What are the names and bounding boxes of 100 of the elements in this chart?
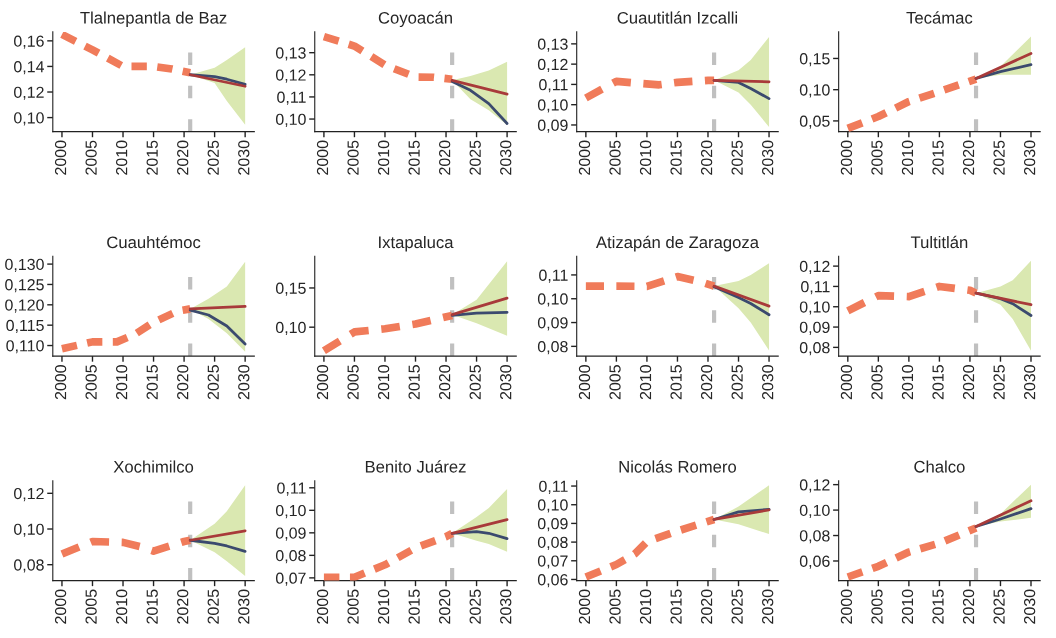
chart-title: Nicolás Romero (619, 460, 737, 473)
x-tick-label: 2005 (871, 365, 883, 400)
x-tick-label: 2020 (962, 365, 975, 400)
x-tick-label: 2010 (377, 140, 390, 175)
y-tick-label: 0,10 (275, 113, 306, 127)
x-tick-label: 2010 (639, 365, 652, 400)
x-tick-label: 2030 (238, 589, 250, 624)
y-tick-label: 0,11 (277, 91, 306, 105)
y-tick-label: 0,12 (799, 479, 830, 493)
x-tick-label: 2000 (54, 140, 67, 175)
y-tick-label: 0,08 (799, 530, 830, 544)
x-tick-label: 2020 (700, 589, 713, 624)
x-tick-label: 2005 (347, 140, 359, 175)
x-tick-label: 2030 (1023, 365, 1036, 400)
y-tick-label: 0,14 (14, 61, 44, 75)
x-tick-label: 2030 (238, 140, 250, 175)
x-tick-label: 2000 (578, 140, 591, 175)
y-tick-label: 0,10 (799, 504, 830, 518)
y-tick-label: 0,08 (799, 342, 830, 356)
y-tick-label: 0,09 (537, 518, 568, 532)
y-tick-label: 0,08 (537, 536, 568, 550)
y-tick-label: 0,08 (275, 549, 306, 564)
x-tick-label: 2010 (116, 140, 128, 175)
y-tick-label: 0,125 (5, 279, 44, 293)
y-tick-label: 0,10 (275, 321, 306, 336)
x-tick-label: 2015 (670, 365, 682, 400)
chart-title: Tlalnepantla de Baz (80, 11, 227, 28)
x-tick-label: 2000 (840, 365, 853, 400)
x-tick-label: 2025 (993, 589, 1005, 624)
x-tick-label: 2020 (177, 365, 189, 400)
chart-title: Tecámac (906, 11, 973, 24)
x-tick-label: 2010 (377, 589, 390, 624)
x-tick-label: 2010 (116, 365, 128, 400)
x-tick-label: 2030 (500, 140, 512, 175)
x-tick-label: 2030 (500, 365, 512, 400)
y-tick-label: 0,10 (537, 99, 568, 113)
y-tick-label: 0,110 (6, 340, 44, 354)
x-tick-label: 2000 (840, 589, 853, 624)
x-tick-label: 2005 (871, 589, 883, 624)
y-tick-label: 0,10 (799, 301, 830, 315)
y-tick-label: 0,06 (537, 574, 568, 588)
x-tick-label: 2030 (500, 589, 512, 624)
x-tick-label: 2000 (316, 365, 329, 400)
x-tick-label: 2015 (146, 365, 158, 400)
x-tick-label: 2020 (439, 365, 451, 400)
y-tick-label: 0,05 (799, 115, 830, 129)
x-tick-label: 2030 (1023, 140, 1036, 175)
y-tick-label: 0,11 (277, 482, 306, 496)
y-tick-label: 0,115 (6, 319, 44, 334)
x-tick-label: 2005 (609, 589, 621, 624)
x-tick-label: 2015 (146, 589, 158, 624)
x-tick-label: 2010 (639, 589, 652, 624)
x-tick-label: 2020 (962, 589, 975, 624)
x-tick-label: 2010 (639, 140, 652, 175)
chart-title: Cuautitlán Izcalli (617, 11, 738, 24)
x-tick-label: 2015 (932, 589, 944, 624)
chart-title: Cuauhtémoc (107, 235, 201, 249)
x-tick-label: 2030 (1023, 589, 1036, 624)
y-tick-label: 0,09 (799, 321, 830, 335)
x-tick-label: 2000 (840, 140, 853, 175)
x-tick-label: 2025 (207, 365, 219, 400)
x-tick-label: 2010 (901, 140, 914, 175)
y-tick-label: 0,07 (275, 572, 306, 586)
x-tick-label: 2005 (609, 365, 621, 400)
y-tick-label: 0,07 (537, 555, 568, 569)
x-tick-label: 2025 (993, 140, 1005, 175)
y-tick-label: 0,11 (539, 269, 568, 283)
y-tick-label: 0,12 (799, 260, 830, 274)
y-tick-label: 0,12 (14, 86, 44, 100)
y-tick-label: 0,12 (14, 487, 44, 502)
x-tick-label: 2005 (347, 365, 359, 400)
chart-title: Tultitlán (910, 235, 968, 249)
y-tick-label: 0,10 (537, 293, 568, 307)
y-tick-label: 0,06 (799, 555, 830, 569)
y-tick-label: 0,09 (275, 527, 306, 541)
x-tick-label: 2025 (993, 365, 1005, 400)
chart-title: Coyoacán (378, 11, 452, 28)
x-tick-label: 2025 (207, 140, 219, 175)
y-tick-label: 0,10 (799, 84, 830, 98)
x-tick-label: 2005 (609, 140, 621, 175)
x-tick-label: 2030 (762, 589, 774, 624)
y-tick-label: 0,10 (14, 112, 44, 126)
y-tick-label: 0,09 (537, 317, 568, 331)
x-tick-label: 2000 (578, 589, 591, 624)
x-tick-label: 2010 (901, 589, 914, 624)
y-tick-label: 0,130 (5, 258, 44, 272)
y-tick-label: 0,11 (801, 281, 830, 295)
y-tick-label: 0,12 (275, 69, 306, 83)
x-tick-label: 2000 (578, 365, 591, 400)
chart-title: Atizapán de Zaragoza (595, 235, 759, 252)
y-tick-label: 0,11 (539, 480, 568, 494)
x-tick-label: 2025 (207, 589, 219, 624)
y-tick-label: 0,13 (537, 38, 568, 52)
x-tick-label: 2025 (731, 140, 743, 175)
chart-title: Xochimilco (113, 460, 194, 473)
x-tick-label: 2000 (316, 140, 329, 175)
y-tick-label: 0,15 (799, 53, 830, 67)
x-tick-label: 2020 (177, 589, 189, 624)
y-tick-label: 0,10 (14, 523, 44, 537)
x-tick-label: 2005 (85, 365, 97, 400)
